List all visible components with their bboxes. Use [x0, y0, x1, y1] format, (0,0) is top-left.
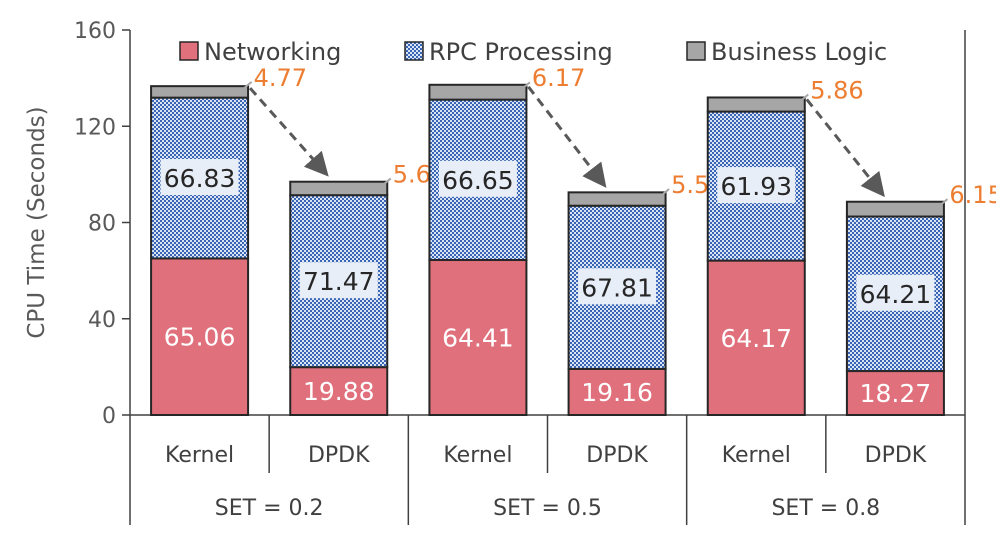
business-logic-leader-line — [893, 198, 949, 211]
x-category-label: DPDK — [308, 443, 370, 468]
y-axis-title: CPU Time (Seconds) — [24, 106, 50, 338]
networking-value-label: 65.06 — [164, 323, 236, 352]
y-tick-label: 80 — [88, 212, 116, 237]
y-tick-label: 120 — [74, 115, 116, 140]
rpc-label-box — [578, 268, 657, 305]
business-logic-value-label: 6.15 — [949, 181, 996, 209]
rpc-label-box — [299, 262, 378, 299]
rpc-processing-value-label: 66.65 — [442, 166, 514, 195]
legend-label-business-logic: Business Logic — [711, 38, 887, 66]
reduction-arrow — [527, 85, 607, 188]
networking-segment — [428, 259, 528, 416]
rpc-processing-value-label: 71.47 — [303, 267, 375, 296]
networking-segment — [289, 366, 389, 417]
reduction-arrow — [248, 87, 329, 177]
y-tick-label: 40 — [88, 308, 116, 333]
business-logic-value-label: 5.6 — [393, 160, 431, 188]
x-category-label: DPDK — [586, 443, 648, 468]
business-logic-leader-line — [475, 81, 531, 94]
x-category-label: Kernel — [443, 443, 512, 468]
rpc-label-box — [438, 160, 517, 197]
business-logic-value-label: 6.17 — [532, 64, 585, 92]
networking-value-label: 19.88 — [303, 377, 375, 406]
rpc-processing-value-label: 64.21 — [860, 280, 932, 309]
networking-segment — [567, 367, 667, 416]
reduction-arrow — [805, 98, 885, 198]
networking-segment — [706, 259, 806, 416]
legend-label-networking: Networking — [204, 38, 341, 66]
business-logic-value-label: 4.77 — [254, 64, 307, 92]
rpc-processing-value-label: 61.93 — [720, 172, 792, 201]
legend-swatch-business-logic — [686, 41, 706, 61]
legend-swatch-rpc-processing — [404, 41, 424, 61]
networking-segment — [150, 257, 250, 416]
business-logic-leader-line — [336, 177, 392, 190]
rpc-label-box — [717, 167, 796, 204]
networking-segment — [845, 370, 945, 416]
networking-value-label: 64.17 — [720, 324, 792, 353]
legend-label-rpc-processing: RPC Processing — [429, 38, 613, 66]
legend-swatch-networking — [179, 41, 199, 61]
business-logic-leader-line — [197, 81, 253, 93]
business-logic-leader-line — [754, 93, 809, 106]
y-tick-label: 0 — [102, 404, 116, 429]
networking-value-label: 64.41 — [442, 324, 514, 353]
business-logic-value-label: 5.86 — [810, 77, 863, 105]
x-group-label: SET = 0.8 — [771, 496, 880, 521]
business-logic-leader-line — [615, 188, 670, 201]
rpc-label-box — [856, 274, 935, 311]
x-group-label: SET = 0.2 — [215, 496, 324, 521]
x-category-label: Kernel — [722, 443, 791, 468]
x-group-label: SET = 0.5 — [493, 496, 602, 521]
rpc-label-box — [160, 159, 239, 196]
networking-value-label: 19.16 — [581, 378, 653, 407]
x-category-label: Kernel — [165, 443, 234, 468]
x-category-label: DPDK — [865, 443, 927, 468]
networking-value-label: 18.27 — [860, 379, 932, 408]
rpc-processing-value-label: 66.83 — [164, 164, 236, 193]
rpc-processing-value-label: 67.81 — [581, 273, 653, 302]
y-tick-label: 160 — [74, 19, 116, 44]
